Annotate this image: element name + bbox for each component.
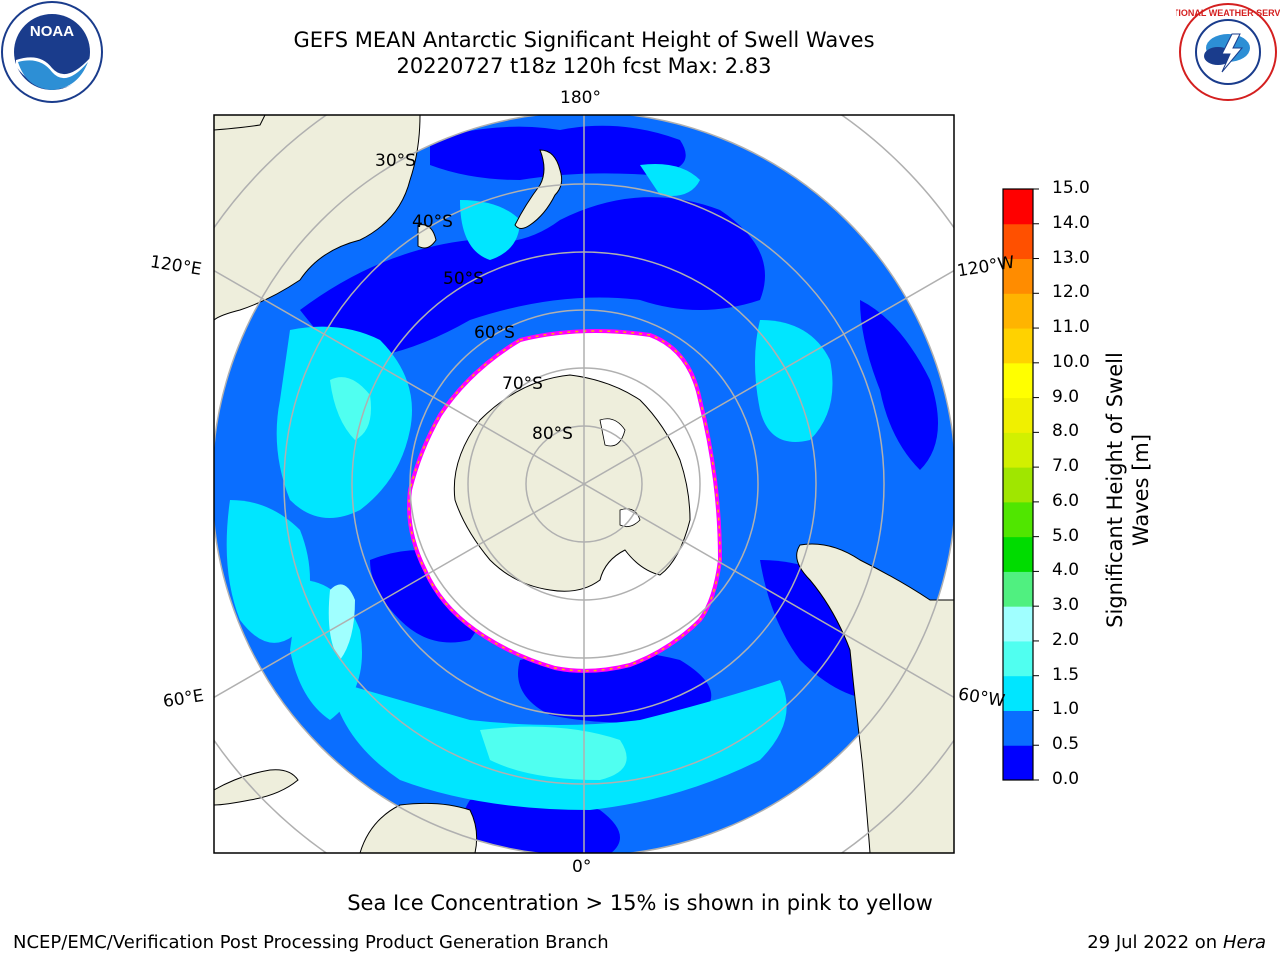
colorbar-tick-label: 12.0 bbox=[1052, 282, 1090, 303]
colorbar-frame bbox=[1002, 188, 1034, 781]
colorbar-tick-label: 14.0 bbox=[1052, 212, 1090, 233]
colorbar-tick-label: 6.0 bbox=[1052, 490, 1080, 511]
madagascar-land bbox=[214, 769, 299, 806]
colorbar-swatch bbox=[1003, 397, 1033, 433]
longitude-label-0: 0° bbox=[572, 857, 592, 877]
sea-ice-note: Sea Ice Concentration > 15% is shown in … bbox=[347, 891, 933, 915]
noaa-logo-text: NOAA bbox=[30, 23, 74, 40]
longitude-label-180: 180° bbox=[560, 88, 601, 108]
map-frame bbox=[213, 114, 955, 854]
colorbar-swatch bbox=[1003, 467, 1033, 503]
colorbar-tick-label: 15.0 bbox=[1052, 178, 1090, 198]
colorbar-tick-label: 8.0 bbox=[1052, 421, 1080, 442]
antarctica-land bbox=[453, 374, 691, 592]
footer-host: Hera bbox=[1222, 932, 1266, 953]
colorbar-swatch bbox=[1003, 571, 1033, 607]
colorbar-swatch bbox=[1003, 189, 1033, 225]
noaa-logo: NOAA bbox=[1, 1, 103, 103]
graticule bbox=[214, 115, 954, 853]
colorbar-tick-label: 9.0 bbox=[1052, 386, 1080, 407]
map-area bbox=[214, 115, 954, 853]
colorbar-swatch bbox=[1003, 223, 1033, 260]
south-america-land bbox=[796, 543, 954, 853]
latitude-label-30s: 30°S bbox=[375, 151, 416, 171]
chart-title: GEFS MEAN Antarctic Significant Height o… bbox=[293, 28, 875, 52]
chart-subtitle-run-info: 20220727 t18z 120h fcst Max: 2.83 bbox=[396, 54, 772, 78]
colorbar-tick-label: 7.0 bbox=[1052, 456, 1080, 477]
colorbar-swatch bbox=[1003, 640, 1033, 677]
new-zealand-land bbox=[514, 149, 563, 229]
colorbar-tick-label: 13.0 bbox=[1052, 247, 1090, 268]
africa-land bbox=[359, 802, 478, 853]
colorbar-tick-label: 0.5 bbox=[1052, 734, 1080, 755]
colorbar-tick-label: 0.0 bbox=[1052, 769, 1080, 789]
colorbar-swatch bbox=[1003, 328, 1033, 364]
latitude-label-70s: 70°S bbox=[502, 374, 543, 394]
national-weather-service-logo: NATIONAL WEATHER SERVICE bbox=[1176, 3, 1280, 101]
colorbar-tick-label: 2.0 bbox=[1052, 629, 1080, 650]
colorbar-tick-label: 11.0 bbox=[1052, 317, 1090, 338]
latitude-label-50s: 50°S bbox=[443, 269, 484, 289]
colorbar-tick-label: 1.0 bbox=[1052, 699, 1080, 720]
footer-date-host: 29 Jul 2022 on Hera bbox=[1087, 932, 1266, 953]
colorbar-swatch bbox=[1003, 258, 1033, 294]
colorbar-swatch bbox=[1003, 745, 1033, 781]
footer-organization: NCEP/EMC/Verification Post Processing Pr… bbox=[13, 932, 609, 953]
colorbar-swatch bbox=[1003, 536, 1033, 572]
colorbar-swatch bbox=[1003, 432, 1033, 468]
colorbar-swatch bbox=[1003, 362, 1033, 399]
nws-logo-text: NATIONAL WEATHER SERVICE bbox=[1176, 8, 1280, 18]
colorbar-swatch bbox=[1003, 606, 1033, 642]
colorbar-tick-label: 1.5 bbox=[1052, 664, 1080, 685]
latitude-label-80s: 80°S bbox=[532, 424, 573, 444]
latitude-label-40s: 40°S bbox=[412, 212, 453, 232]
colorbar bbox=[1003, 189, 1033, 781]
colorbar-tick-label: 10.0 bbox=[1052, 351, 1090, 372]
colorbar-tick-label: 5.0 bbox=[1052, 525, 1080, 546]
colorbar-swatch bbox=[1003, 710, 1033, 746]
colorbar-label: Significant Height of Swell Waves [m] bbox=[1103, 352, 1153, 628]
latitude-label-60s: 60°S bbox=[474, 323, 515, 343]
footer-date: 29 Jul 2022 on bbox=[1087, 932, 1223, 953]
colorbar-tick-label: 4.0 bbox=[1052, 560, 1080, 581]
colorbar-tick-label: 3.0 bbox=[1052, 595, 1080, 616]
colorbar-swatch bbox=[1003, 501, 1033, 538]
colorbar-swatch bbox=[1003, 675, 1033, 711]
colorbar-swatch bbox=[1003, 293, 1033, 329]
